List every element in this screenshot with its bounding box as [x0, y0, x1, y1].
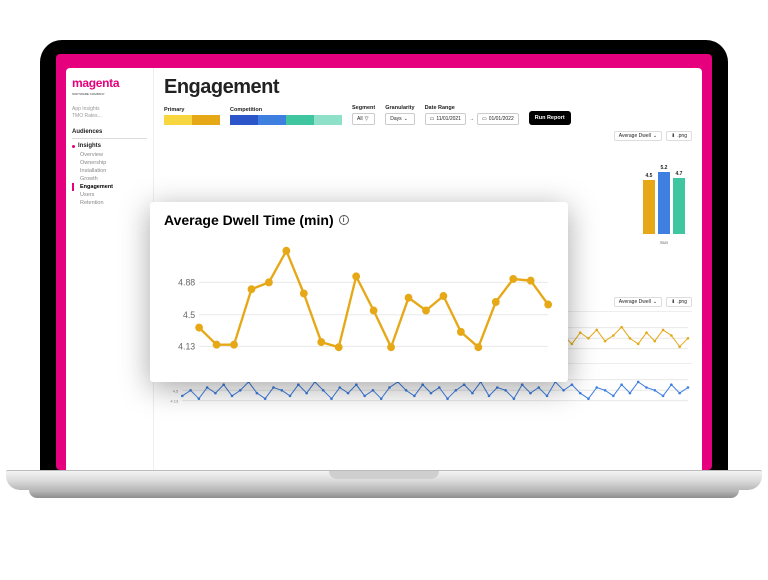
svg-text:4.13: 4.13 — [178, 341, 195, 351]
download-icon: ⬇ — [671, 133, 675, 139]
calendar-icon: ▭ — [482, 116, 487, 122]
bar: 4.5 — [643, 173, 655, 234]
sidebar-group-insights[interactable]: Insights — [72, 143, 147, 149]
bar: 4.7 — [673, 171, 685, 234]
arrow-right-icon: → — [469, 116, 474, 122]
sidebar-item-overview[interactable]: Overview — [72, 151, 147, 159]
color-swatch[interactable] — [286, 115, 314, 125]
bar-category-label: Sun — [626, 240, 702, 245]
metric-select[interactable]: Average Dwell ⌄ — [614, 297, 662, 307]
filter-range-label: Date Range — [425, 105, 519, 111]
date-end-value: 01/01/2022 — [489, 116, 514, 122]
filter-date-range: Date Range ▭ 11/01/2021 → ▭ 01/01/2022 — [425, 105, 519, 125]
svg-text:4.13: 4.13 — [170, 399, 179, 404]
bar-chart: 4.55.24.7 — [626, 152, 702, 238]
run-report-label: Run Report — [535, 115, 565, 121]
segment-value: All — [357, 116, 363, 122]
chevron-down-icon: ⌄ — [653, 133, 657, 139]
sidebar-item-growth[interactable]: Growth — [72, 175, 147, 183]
bullet-icon — [72, 145, 75, 148]
dwell-time-line-chart: 4.13 4.5 4.88 — [164, 232, 554, 372]
filter-segment: Segment All ▽ — [352, 105, 375, 125]
sidebar: magenta SOFTWARE COMPANY App Insights TM… — [66, 68, 154, 470]
color-swatch[interactable] — [258, 115, 286, 125]
sidebar-item-users[interactable]: Users — [72, 191, 147, 199]
calendar-icon: ▭ — [430, 116, 435, 122]
granularity-select[interactable]: Days ⌄ — [385, 113, 414, 125]
color-swatch[interactable] — [164, 115, 192, 125]
svg-text:4.88: 4.88 — [178, 277, 195, 287]
breadcrumb-line2: TMO Rates... — [72, 113, 147, 120]
filter-granularity-label: Granularity — [385, 105, 414, 111]
sidebar-item-engagement[interactable]: Engagement — [72, 183, 147, 191]
competition-swatches[interactable] — [230, 115, 342, 125]
color-swatch[interactable] — [192, 115, 220, 125]
popout-title: Average Dwell Time (min) — [164, 212, 334, 228]
date-start-input[interactable]: ▭ 11/01/2021 — [425, 113, 466, 125]
svg-text:4.5: 4.5 — [183, 310, 195, 320]
date-end-input[interactable]: ▭ 01/01/2022 — [477, 113, 519, 125]
filter-bar: Primary Competition Segment All ▽ — [164, 105, 692, 125]
filter-primary-label: Primary — [164, 107, 220, 113]
laptop-base — [6, 470, 762, 506]
color-swatch[interactable] — [230, 115, 258, 125]
download-icon: ⬇ — [671, 299, 675, 305]
sidebar-item-ownership[interactable]: Ownership — [72, 159, 147, 167]
popout-title-row: Average Dwell Time (min) i — [164, 212, 554, 228]
export-label: .png — [677, 133, 687, 139]
filter-competition: Competition — [230, 107, 342, 125]
sidebar-heading: Audiences — [72, 129, 147, 139]
chevron-down-icon: ⌄ — [653, 299, 657, 305]
sidebar-item-installation[interactable]: Installation — [72, 167, 147, 175]
color-swatch[interactable] — [314, 115, 342, 125]
brand-logo: magenta — [72, 76, 147, 90]
breadcrumb: App Insights TMO Rates... — [72, 106, 147, 119]
info-icon[interactable]: i — [339, 215, 349, 225]
filter-icon: ▽ — [365, 116, 369, 122]
metric-select[interactable]: Average Dwell ⌄ — [614, 131, 662, 141]
filter-primary: Primary — [164, 107, 220, 125]
bar-chart-panel: 4.55.24.7 Sun — [626, 152, 702, 245]
filter-segment-label: Segment — [352, 105, 375, 111]
granularity-value: Days — [390, 116, 401, 122]
filter-granularity: Granularity Days ⌄ — [385, 105, 414, 125]
export-button[interactable]: ⬇ .png — [666, 297, 692, 307]
primary-swatches[interactable] — [164, 115, 220, 125]
chart-panel-controls: Average Dwell ⌄ ⬇ .png — [164, 131, 692, 141]
export-button[interactable]: ⬇ .png — [666, 131, 692, 141]
filter-competition-label: Competition — [230, 107, 342, 113]
date-start-value: 11/01/2021 — [436, 116, 461, 122]
sidebar-item-retention[interactable]: Retention — [72, 199, 147, 207]
segment-select[interactable]: All ▽ — [352, 113, 375, 125]
chevron-down-icon: ⌄ — [404, 116, 408, 122]
dwell-time-popout: Average Dwell Time (min) i 4.13 4.5 4.88 — [150, 202, 568, 382]
metric-label: Average Dwell — [619, 133, 651, 139]
sidebar-group-label: Insights — [78, 143, 101, 149]
svg-text:4.5: 4.5 — [173, 388, 179, 393]
page-title: Engagement — [164, 76, 692, 99]
brand-tagline: SOFTWARE COMPANY — [72, 92, 147, 96]
run-report-button[interactable]: Run Report — [529, 111, 571, 125]
bar: 5.2 — [658, 165, 670, 234]
